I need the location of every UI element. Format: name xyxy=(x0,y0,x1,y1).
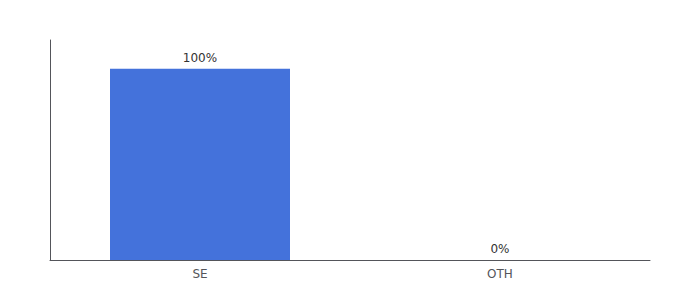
svg-text:100%: 100% xyxy=(183,51,217,65)
svg-text:0%: 0% xyxy=(490,242,509,256)
svg-text:SE: SE xyxy=(192,267,207,281)
svg-text:OTH: OTH xyxy=(487,267,513,281)
